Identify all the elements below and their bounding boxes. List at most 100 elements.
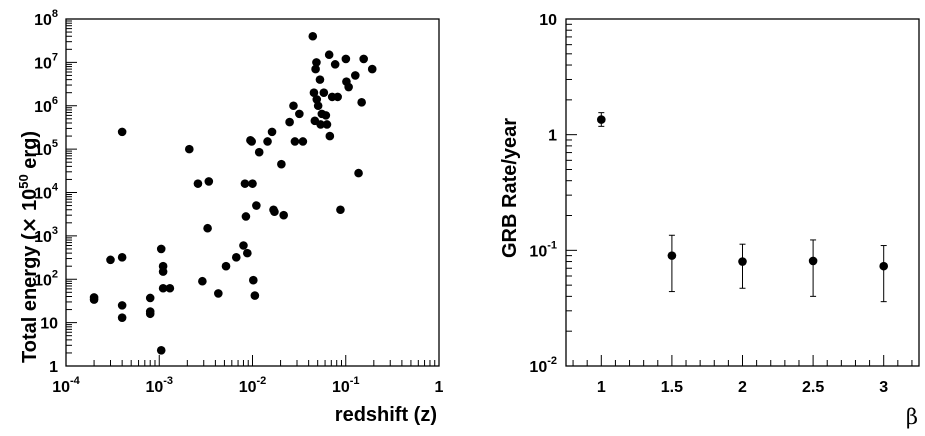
energy-data-point bbox=[240, 179, 250, 188]
energy-data-point bbox=[351, 71, 360, 80]
energy-data-point bbox=[267, 127, 277, 137]
energy-data-point bbox=[333, 92, 342, 102]
energy-data-point bbox=[243, 248, 252, 258]
energy-data-point bbox=[359, 54, 368, 64]
energy-data-point bbox=[277, 159, 286, 169]
energy-data-point bbox=[248, 179, 257, 188]
energy-data-point bbox=[214, 289, 223, 298]
energy-y-tick-label: 10 bbox=[40, 316, 58, 333]
energy-x-tick-label: 10-2 bbox=[239, 375, 267, 396]
energy-data-point bbox=[198, 276, 207, 286]
energy-y-tick-label: 103 bbox=[34, 225, 58, 246]
energy-data-point bbox=[247, 137, 256, 146]
energy-data-point bbox=[313, 101, 323, 111]
energy-data-point bbox=[145, 293, 155, 303]
energy-data-point bbox=[156, 346, 166, 355]
rate-data-point bbox=[667, 251, 677, 260]
energy-data-point bbox=[309, 88, 319, 97]
rate-x-axis: 1 1.5 2 2.5 3 bbox=[572, 355, 913, 396]
rate-y-tick-label: 10-1 bbox=[529, 239, 557, 260]
energy-x-axis: 10-4 10-3 10-2 10-1 1 bbox=[52, 355, 444, 396]
energy-x-axis-title: redshift (z) bbox=[335, 404, 437, 426]
energy-y-tick-label: 102 bbox=[34, 268, 58, 289]
rate-y-tick-label: 10 bbox=[539, 12, 557, 29]
energy-data-point bbox=[89, 295, 99, 304]
energy-data-point bbox=[290, 137, 300, 146]
energy-data-point bbox=[249, 275, 258, 285]
energy-data-point bbox=[263, 137, 272, 146]
energy-x-tick-label: 10-3 bbox=[145, 375, 173, 396]
energy-data-point bbox=[252, 201, 261, 210]
energy-y-tick-label: 107 bbox=[34, 51, 58, 72]
energy-data-point bbox=[270, 207, 279, 217]
energy-x-tick-label: 1 bbox=[435, 379, 444, 396]
energy-data-point bbox=[204, 177, 214, 186]
energy-data-point bbox=[295, 109, 304, 119]
energy-y-axis: 1 10 102 103 104 105 106 107 108 bbox=[34, 8, 77, 376]
energy-data-point bbox=[193, 179, 203, 188]
energy-points bbox=[89, 31, 377, 355]
energy-data-point bbox=[322, 120, 332, 129]
energy-data-point bbox=[344, 82, 353, 92]
energy-data-point bbox=[117, 313, 127, 322]
energy-data-point bbox=[357, 98, 366, 107]
energy-data-point bbox=[117, 253, 127, 262]
energy-data-point bbox=[319, 88, 329, 97]
rate-y-tick-label: 1 bbox=[548, 128, 557, 145]
energy-data-point bbox=[324, 50, 334, 60]
energy-data-point bbox=[312, 58, 321, 67]
energy-data-point bbox=[158, 267, 168, 276]
energy-data-point bbox=[321, 111, 331, 120]
energy-data-point bbox=[117, 127, 127, 137]
rate-data-point bbox=[738, 257, 747, 266]
rate-data-point bbox=[597, 115, 606, 124]
rate-points bbox=[597, 112, 888, 303]
energy-data-point bbox=[315, 75, 325, 84]
energy-data-point bbox=[145, 309, 155, 319]
energy-data-point bbox=[106, 255, 115, 265]
energy-data-point bbox=[325, 131, 335, 141]
rate-plot-frame bbox=[565, 18, 920, 367]
rate-y-tick-label: 10-2 bbox=[529, 355, 557, 376]
energy-data-point bbox=[231, 253, 241, 262]
rate-data-point bbox=[879, 261, 888, 271]
energy-y-tick-label: 105 bbox=[34, 138, 58, 159]
energy-data-point bbox=[279, 210, 288, 220]
energy-data-point bbox=[221, 261, 231, 271]
rate-x-axis-title: β bbox=[906, 405, 918, 429]
energy-data-point bbox=[354, 168, 363, 178]
rate-data-point bbox=[808, 256, 818, 266]
rate-y-axis-title: GRB Rate/year bbox=[499, 118, 521, 258]
energy-data-point bbox=[311, 64, 320, 74]
energy-data-point bbox=[298, 137, 308, 146]
energy-data-point bbox=[308, 31, 318, 41]
energy-x-tick-label: 10-4 bbox=[52, 375, 80, 396]
energy-data-point bbox=[239, 241, 248, 250]
energy-data-point bbox=[336, 205, 345, 215]
energy-x-tick-label: 10-1 bbox=[332, 375, 360, 396]
energy-data-point bbox=[289, 101, 298, 111]
energy-data-point bbox=[158, 283, 168, 293]
energy-data-point bbox=[165, 283, 175, 293]
energy-data-point bbox=[367, 64, 377, 74]
energy-y-tick-label: 104 bbox=[34, 182, 59, 203]
energy-y-tick-label: 108 bbox=[34, 8, 58, 29]
rate-x-tick-label: 1.5 bbox=[661, 379, 683, 396]
energy-data-point bbox=[203, 223, 212, 233]
rate-x-tick-label: 1 bbox=[597, 379, 606, 396]
rate-x-tick-label: 3 bbox=[879, 379, 888, 396]
energy-y-tick-label: 1 bbox=[49, 359, 58, 376]
energy-data-point bbox=[250, 291, 260, 300]
energy-vs-redshift-chart: 10-4 10-3 10-2 10-1 1 1101021031041051061071… bbox=[16, 8, 444, 426]
energy-data-point bbox=[156, 244, 166, 254]
energy-y-tick-label: 106 bbox=[34, 95, 58, 116]
energy-data-point bbox=[330, 60, 340, 69]
grb-rate-vs-beta-chart: 1 1.5 2 2.5 3 10-2 10-1 1 10 β GRB Rate/year bbox=[499, 12, 920, 429]
energy-data-point bbox=[184, 144, 194, 154]
energy-data-point bbox=[241, 212, 251, 221]
energy-data-point bbox=[285, 117, 294, 127]
rate-x-tick-label: 2.5 bbox=[802, 379, 824, 396]
energy-data-point bbox=[254, 147, 264, 157]
